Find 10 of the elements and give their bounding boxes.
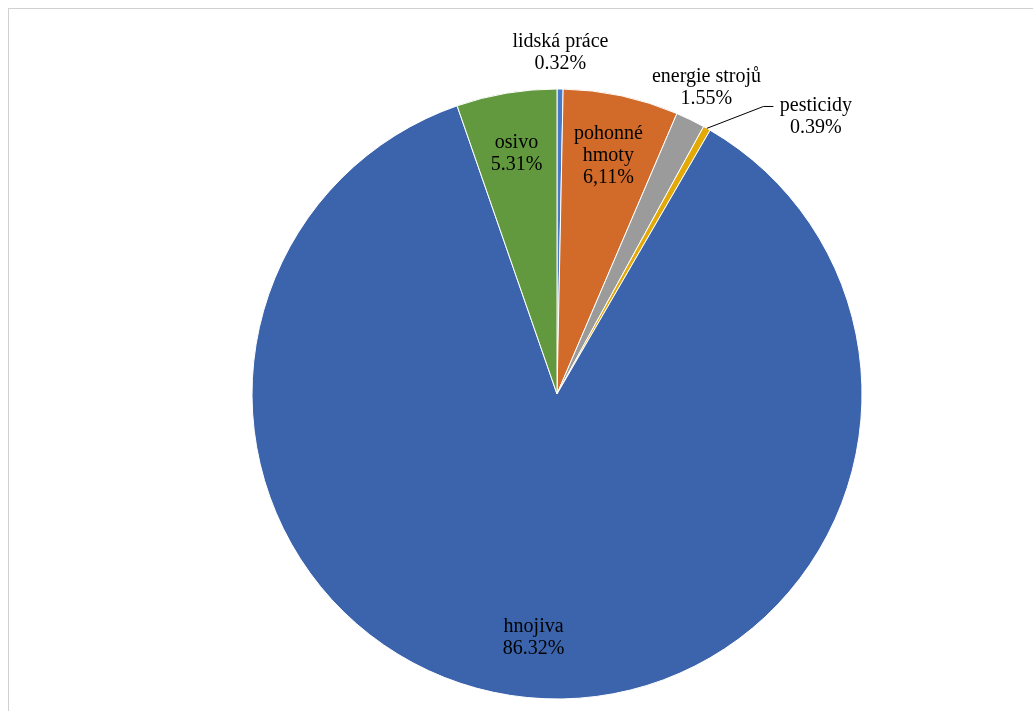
slice-label: energie strojů — [651, 63, 761, 87]
data-label: 5.31% — [490, 152, 543, 175]
slice-label: hnojiva — [503, 613, 564, 637]
slice-label: lidská práce — [512, 29, 609, 53]
slice-label: pohonné hmoty — [573, 121, 643, 167]
slice-label: osivo — [494, 130, 539, 153]
data-label: 0.39% — [790, 115, 842, 138]
slice-label: pesticidy — [779, 93, 853, 117]
data-label: 0.32% — [534, 51, 587, 74]
data-label: 6,11% — [582, 165, 634, 188]
